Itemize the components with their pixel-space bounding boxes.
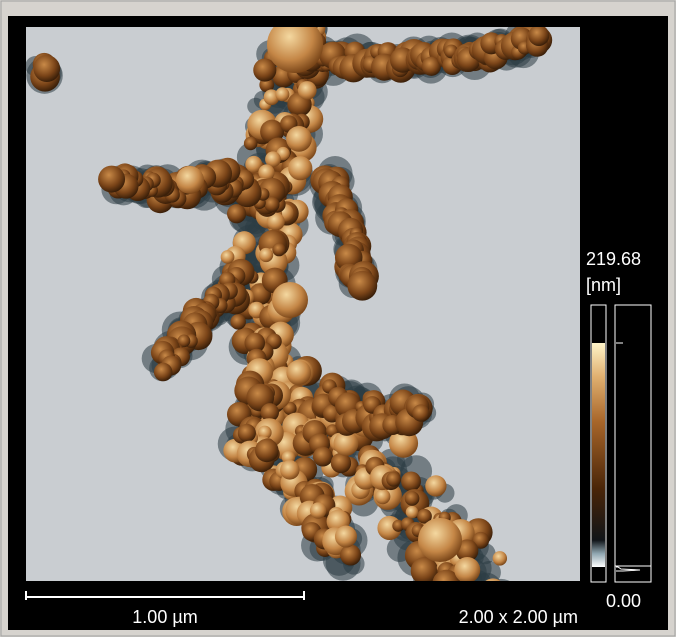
particle [238,424,256,442]
particle [227,204,246,223]
particle [298,81,317,100]
particle [310,502,326,518]
particle [244,137,258,151]
particle [405,491,420,506]
page: {"image": {"scale_bar_label": "1.00 µm",… [0,0,676,637]
particle [272,243,285,256]
particle [221,250,235,264]
particle [286,360,311,385]
particle [528,25,549,46]
colorbar [592,343,605,567]
particle [406,506,419,519]
particle [412,404,429,421]
image-size-label: 2.00 x 2.00 µm [459,607,578,627]
particle [98,166,125,193]
particle [493,551,507,565]
particle [286,126,312,152]
particle [454,557,480,583]
histogram-frame [615,305,651,582]
scale-bar-label: 1.00 µm [132,607,197,627]
particle [401,472,421,492]
particle [375,489,390,504]
particle [347,271,377,301]
particle [418,518,462,562]
particle [230,314,246,330]
colorbar-unit: [nm] [586,275,621,295]
particle [288,156,312,180]
particle [425,475,446,496]
particle [313,447,333,467]
particle [386,472,401,487]
particle [33,55,60,82]
particle [272,282,308,318]
particle [154,363,173,382]
colorbar-max: 219.68 [586,249,641,269]
particle [335,525,357,547]
particle [340,545,361,566]
particle [176,166,204,194]
particle [255,439,278,462]
particle [331,453,351,473]
particle [280,460,299,479]
particle [259,248,273,262]
colorbar-min: 0.00 [606,591,641,611]
particle [275,87,289,101]
afm-viewer: 219.68 [nm] 0.00 1.00 µm 2.00 x 2.00 µm [0,0,676,637]
